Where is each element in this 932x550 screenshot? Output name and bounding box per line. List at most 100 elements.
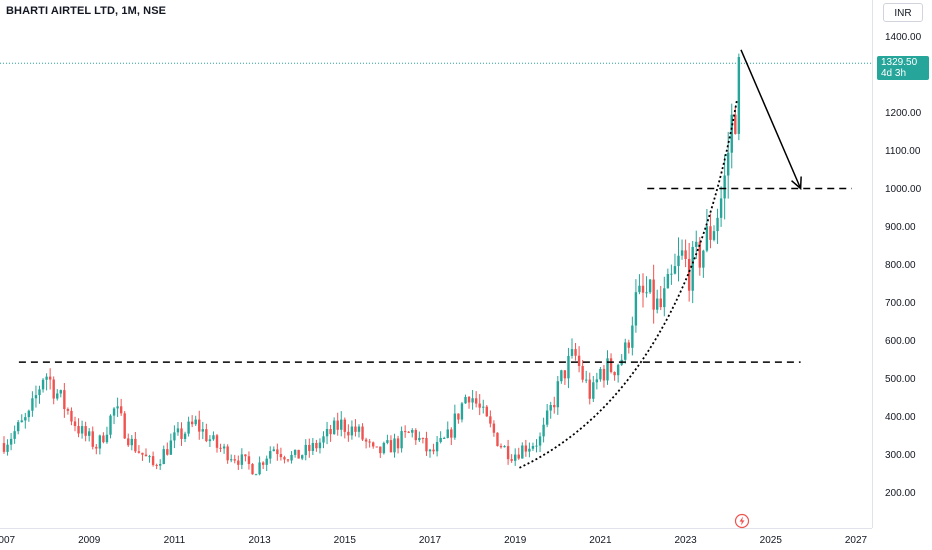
candle — [379, 446, 382, 458]
x-tick-label: 2023 — [674, 535, 697, 546]
candle — [485, 405, 488, 417]
candle — [318, 438, 322, 454]
candle — [269, 446, 272, 464]
candle — [702, 249, 705, 278]
candle — [102, 432, 105, 444]
candle — [183, 431, 187, 443]
candle — [453, 404, 457, 440]
candle — [606, 350, 609, 385]
candle — [514, 448, 517, 466]
candle — [350, 420, 354, 440]
candle — [496, 432, 499, 447]
candle — [602, 364, 606, 388]
candle — [641, 273, 645, 308]
candle — [336, 412, 339, 436]
candle — [609, 353, 613, 374]
candle — [251, 463, 254, 475]
candle — [127, 433, 130, 447]
candle — [222, 443, 226, 454]
x-tick-label: 2011 — [164, 535, 186, 546]
x-tick-label: 2013 — [248, 535, 271, 546]
candle — [595, 372, 599, 390]
candle — [506, 439, 510, 465]
candle — [677, 237, 680, 282]
candle — [489, 410, 492, 428]
candle — [663, 276, 666, 317]
y-tick-label: 800.00 — [885, 260, 916, 271]
y-tick-label: 500.00 — [885, 374, 916, 385]
candle — [435, 435, 439, 457]
currency-selector[interactable]: INR — [883, 3, 923, 22]
candle — [705, 208, 709, 253]
candle — [41, 378, 45, 393]
candle — [347, 424, 350, 442]
lightning-icon[interactable] — [734, 513, 750, 529]
candle — [411, 428, 414, 438]
candle — [471, 390, 474, 410]
candle — [84, 421, 87, 442]
candle — [517, 447, 520, 460]
last-price-tag: 1329.50 4d 3h — [877, 56, 929, 80]
candle — [521, 442, 524, 459]
candle — [474, 391, 478, 408]
candle — [226, 444, 229, 464]
candle — [340, 411, 343, 437]
candle — [297, 449, 300, 459]
y-tick-label: 900.00 — [885, 222, 916, 233]
candle — [48, 368, 52, 390]
candle — [254, 473, 258, 476]
y-tick-label: 200.00 — [885, 488, 916, 499]
candle — [123, 411, 126, 440]
candle — [716, 208, 719, 244]
candle — [240, 448, 244, 470]
candle — [105, 426, 109, 444]
candle — [478, 394, 481, 416]
candle — [393, 433, 396, 458]
candle — [212, 431, 215, 441]
candle — [673, 253, 677, 275]
candle — [631, 316, 634, 356]
y-tick-label: 1000.00 — [885, 184, 922, 195]
candle — [208, 435, 212, 447]
candle — [400, 426, 403, 453]
candle — [364, 437, 368, 449]
candle — [538, 432, 542, 452]
candle — [180, 422, 183, 446]
candle — [414, 428, 417, 445]
candle — [585, 370, 588, 384]
candle — [574, 343, 577, 361]
candle — [173, 425, 176, 449]
last-price-value: 1329.50 — [881, 57, 918, 68]
candle — [464, 394, 467, 404]
candle — [684, 239, 687, 268]
candle — [151, 451, 155, 467]
candle — [542, 417, 545, 443]
candle — [709, 213, 712, 249]
candle — [599, 366, 602, 382]
candle — [719, 186, 723, 227]
candle — [201, 421, 204, 440]
y-tick-label: 600.00 — [885, 336, 916, 347]
candle — [233, 454, 236, 464]
candle — [109, 414, 112, 439]
y-tick-label: 400.00 — [885, 412, 916, 423]
candle — [492, 420, 496, 437]
x-tick-label: 2027 — [845, 535, 868, 546]
candle — [545, 403, 549, 428]
candle — [627, 339, 630, 354]
candle — [581, 359, 584, 383]
candle — [620, 354, 623, 367]
candle — [304, 439, 307, 461]
candle — [286, 458, 290, 463]
candle — [624, 338, 627, 364]
x-tick-label: 2015 — [334, 535, 357, 546]
candle — [70, 407, 73, 426]
candle — [73, 416, 77, 432]
candle — [77, 418, 80, 438]
candle — [293, 449, 297, 458]
candle — [556, 375, 559, 415]
candle — [290, 451, 293, 464]
candle — [524, 439, 528, 457]
